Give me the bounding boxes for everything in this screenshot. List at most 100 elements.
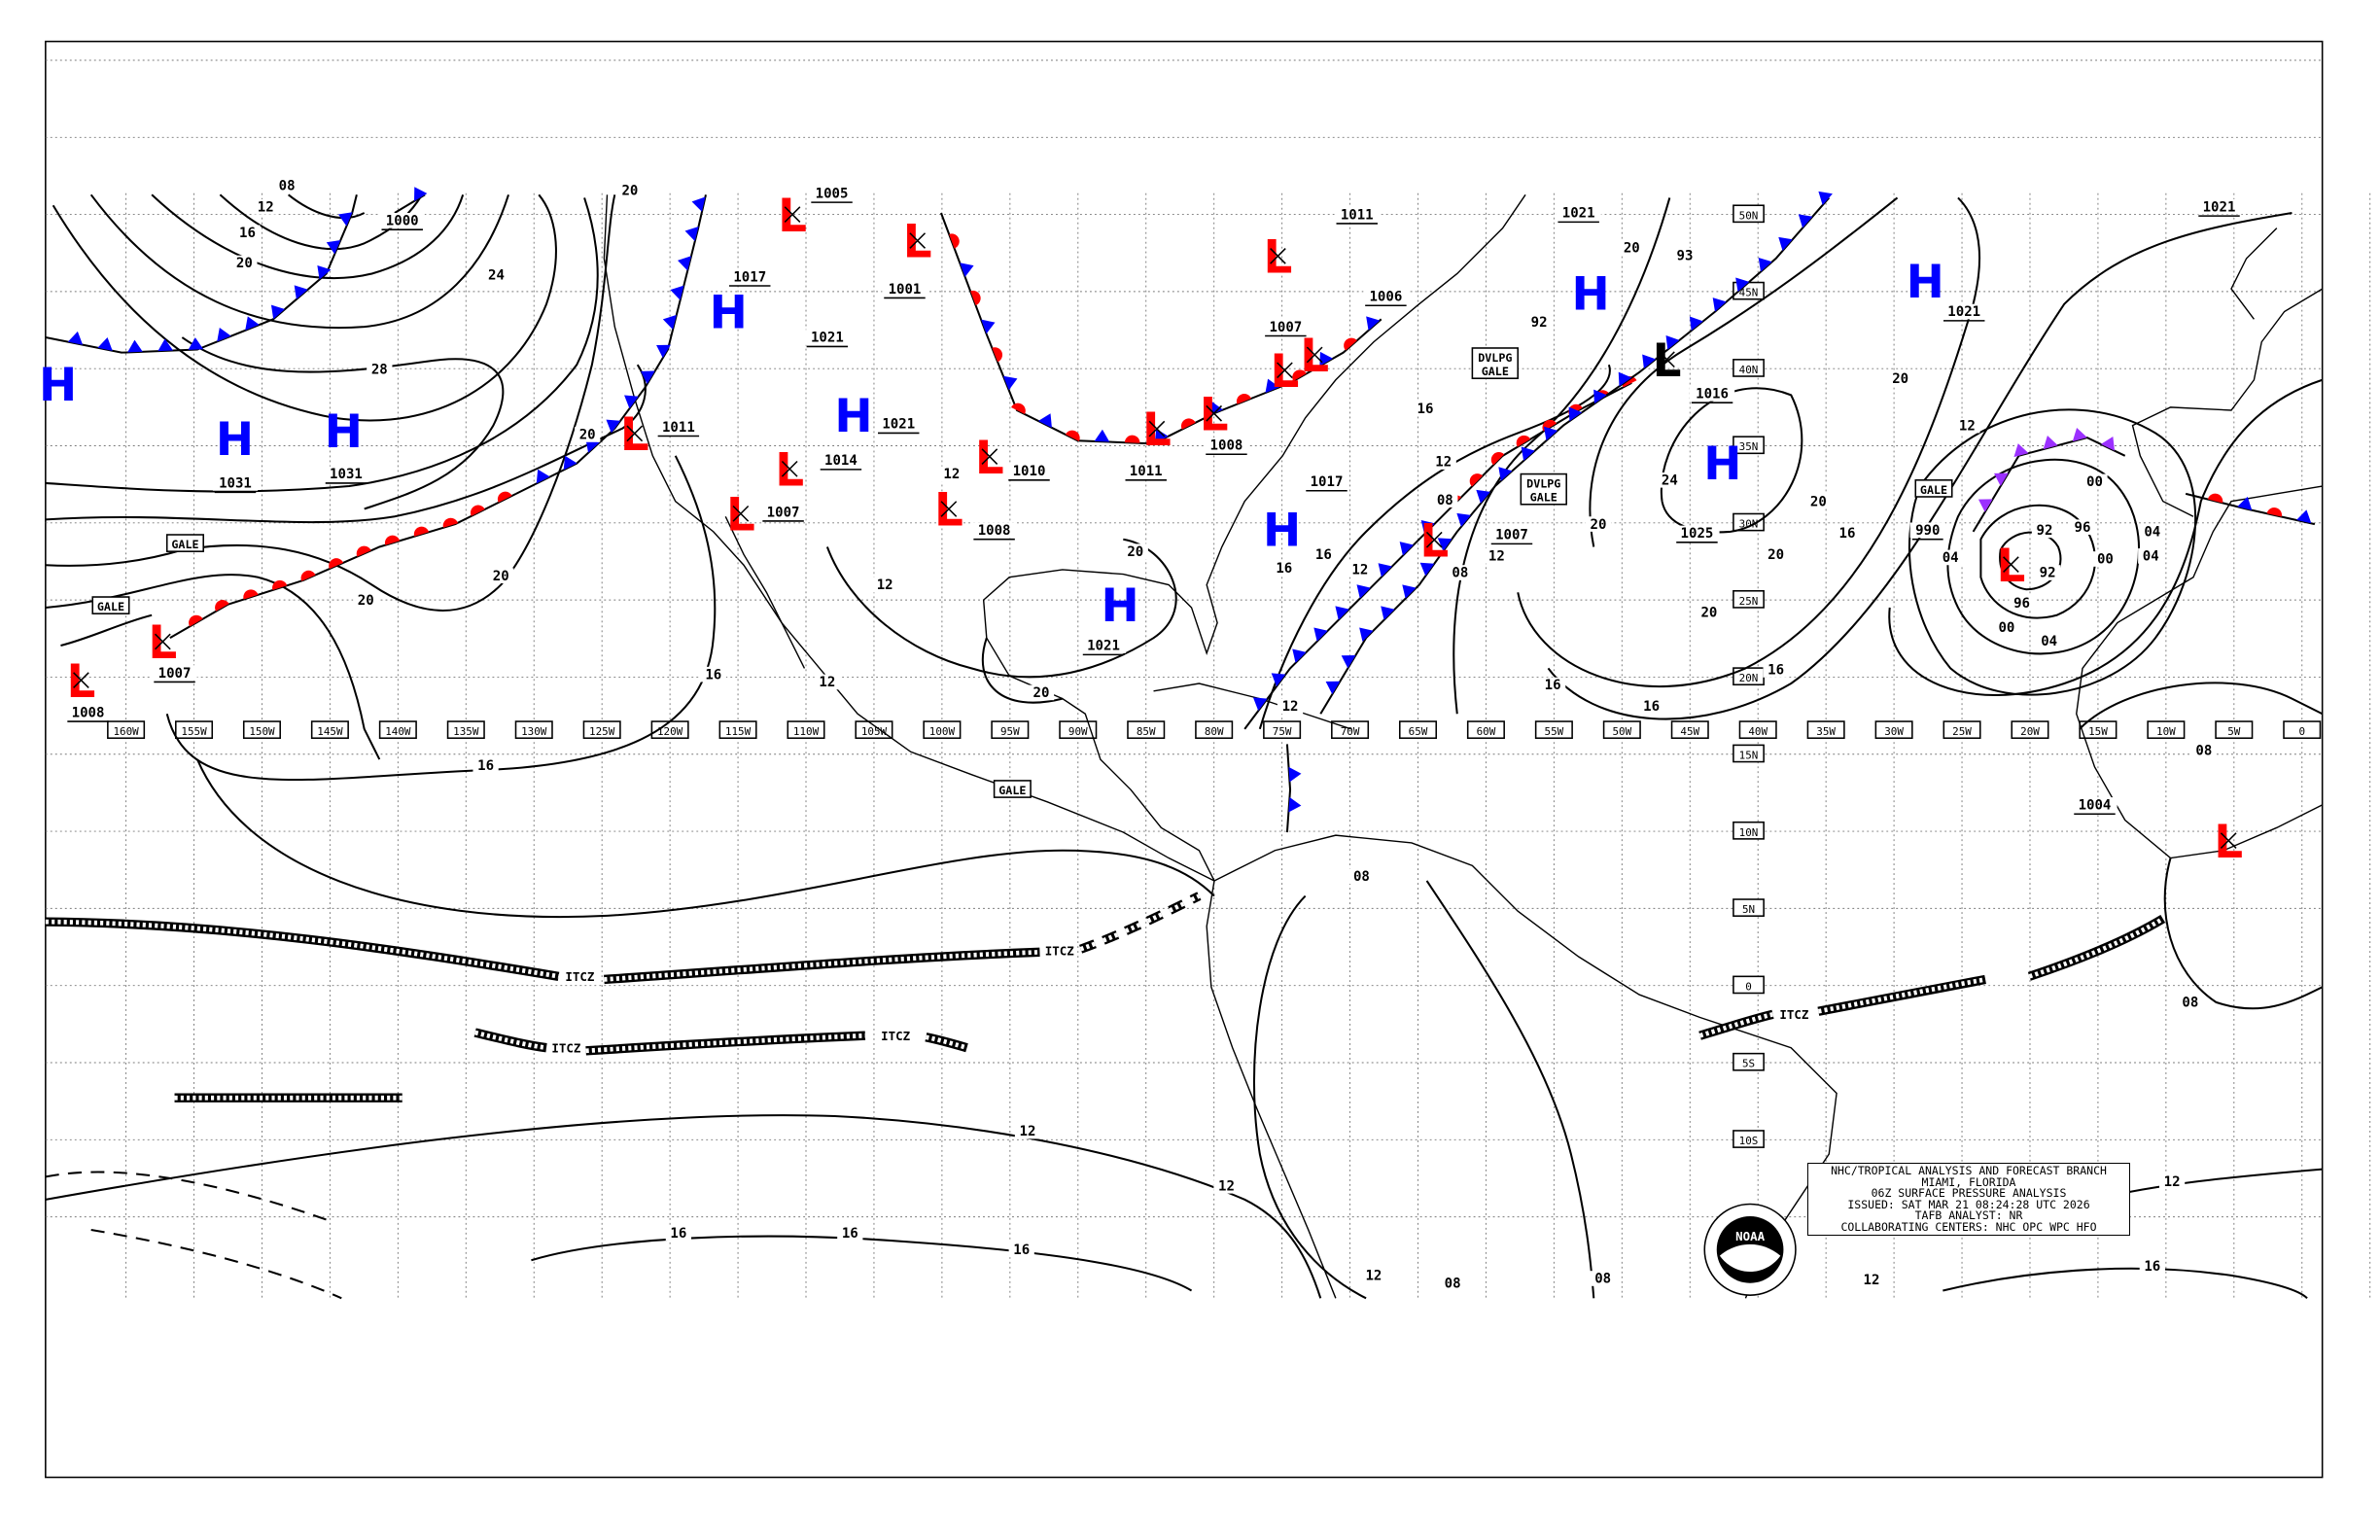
isobar-label-bg (1430, 454, 1456, 470)
cold-front-triangle (317, 264, 332, 280)
longitude-label: 125W (589, 725, 615, 738)
latitude-label: 5N (1742, 903, 1755, 916)
warm-front-semicircle (1011, 402, 1026, 414)
low-center-x-icon (2003, 556, 2019, 574)
isobar-label-bg (804, 330, 850, 345)
cold-front-triangle (294, 285, 308, 299)
isobar-label: 1021 (1087, 639, 1120, 654)
isobar-label: 16 (842, 1226, 858, 1242)
warm-front-semicircle (384, 535, 401, 545)
low-pressure-center: L (2214, 817, 2243, 869)
latitude-label: 30N (1739, 518, 1759, 531)
isobar-label-bg (1014, 1123, 1041, 1139)
high-pressure-center: H (39, 360, 77, 412)
latitude-label: 50N (1739, 209, 1759, 222)
longitude-label-box (1127, 720, 1166, 739)
longitude-label-box (1195, 720, 1234, 739)
isobar-label-bg (1942, 303, 1987, 320)
cold-front-triangle (585, 438, 600, 453)
warm-front-semicircle (243, 589, 259, 600)
high-pressure-center: H (710, 288, 748, 340)
latitude-label: 10S (1739, 1135, 1759, 1147)
low-pressure-center: L (1263, 232, 1292, 285)
info-line-issued: ISSUED: SAT MAR 21 08:24:28 UTC 2026 (1847, 1197, 2090, 1211)
longitude-label-box (1602, 720, 1641, 739)
low-center-x-icon (981, 448, 998, 465)
cold-front-triangle (1456, 512, 1471, 527)
low-center-x-icon (1148, 420, 1166, 438)
isobar-label-bg (1304, 473, 1349, 490)
isobar-label-bg (1277, 698, 1304, 715)
isobar-label-bg (1123, 463, 1169, 479)
warm-front-semicircle (1236, 394, 1251, 404)
isobar-label: 16 (1545, 678, 1561, 693)
cold-front-triangle (1419, 562, 1435, 577)
isobar-label: 24 (1662, 472, 1678, 488)
latitude-label-box (1732, 359, 1765, 377)
isobar-label: 1004 (2079, 798, 2112, 814)
high-pressure-center: H (1703, 438, 1741, 491)
isobar-label: 20 (1127, 544, 1143, 560)
isobar-label-bg (379, 213, 425, 228)
isobar-label: 16 (1013, 1242, 1030, 1258)
itcz-label: ITCZ (1779, 1007, 1809, 1022)
isobar-label: 20 (236, 256, 253, 271)
isobar-label-bg (1540, 677, 1566, 693)
cold-front-triangle (1798, 214, 1813, 228)
cold-front-triangle (1325, 681, 1341, 695)
itcz-hatch (604, 950, 1040, 982)
longitude-label-box (446, 720, 485, 739)
isobar-label: 1000 (386, 214, 419, 229)
isobar-label-bg (2177, 995, 2203, 1010)
isobar-label: 1021 (1947, 304, 1980, 320)
latitude-label-box (1732, 436, 1765, 455)
gale-warning-label: GALE (998, 784, 1026, 797)
high-pressure-center: H (216, 414, 254, 467)
longitude-label: 95W (1000, 725, 1020, 738)
cold-front-triangle (2237, 496, 2253, 510)
latitude-label-box (1732, 1130, 1765, 1148)
isobar-label: 12 (1488, 549, 1505, 565)
gale-warning-label: GALE (171, 538, 198, 551)
isobar-label: 20 (1591, 517, 1607, 533)
longitude-label: 80W (1205, 725, 1224, 738)
cold-front-triangle (1292, 648, 1307, 663)
cold-front-triangle (1319, 351, 1333, 367)
longitude-label-box (1670, 720, 1709, 739)
cold-front-triangle (326, 239, 341, 255)
fronts (45, 187, 2316, 833)
isobar-label: 12 (877, 578, 893, 593)
isobar-label: 92 (2040, 566, 2056, 581)
low-pressure-center: L (934, 485, 963, 538)
cold-front-triangle (536, 469, 550, 484)
isobar-label-bg (1689, 386, 1735, 402)
isobar-label: 20 (1810, 494, 1827, 509)
longitude-label: 160W (113, 725, 139, 738)
cold-front-triangle (1154, 429, 1169, 443)
latitude-label: 20N (1739, 672, 1759, 684)
warm-front-semicircle (442, 517, 459, 528)
isobar-label-bg (2190, 742, 2218, 758)
cold-front-triangle (1002, 375, 1018, 391)
info-line-location: MIAMI, FLORIDA (1921, 1174, 2016, 1189)
longitude-label: 30W (1884, 725, 1904, 738)
isobar-label: 96 (2075, 520, 2091, 536)
isobar-label: 20 (1892, 371, 1908, 387)
isobar-label-bg (1763, 546, 1789, 563)
isobar-label: 00 (2086, 474, 2103, 490)
isobar-label-bg (1348, 868, 1375, 885)
cold-front-triangle (1271, 673, 1286, 687)
isobar-label-bg (1008, 1242, 1034, 1258)
longitude-label-box (175, 720, 214, 739)
developing-gale-box (1520, 472, 1567, 506)
isobar-label-bg (1263, 319, 1309, 334)
isobar-label-bg (2082, 473, 2108, 490)
cold-front-triangle (1758, 257, 1772, 272)
latitude-label: 15N (1739, 749, 1759, 761)
high-pressure-center: H (1263, 505, 1301, 557)
isobar-label-bg (2139, 524, 2165, 540)
longitude-label-box (310, 720, 349, 739)
longitude-label-box (923, 720, 962, 739)
cold-front-triangle (1420, 520, 1436, 535)
isobar-label: 12 (1218, 1178, 1235, 1194)
